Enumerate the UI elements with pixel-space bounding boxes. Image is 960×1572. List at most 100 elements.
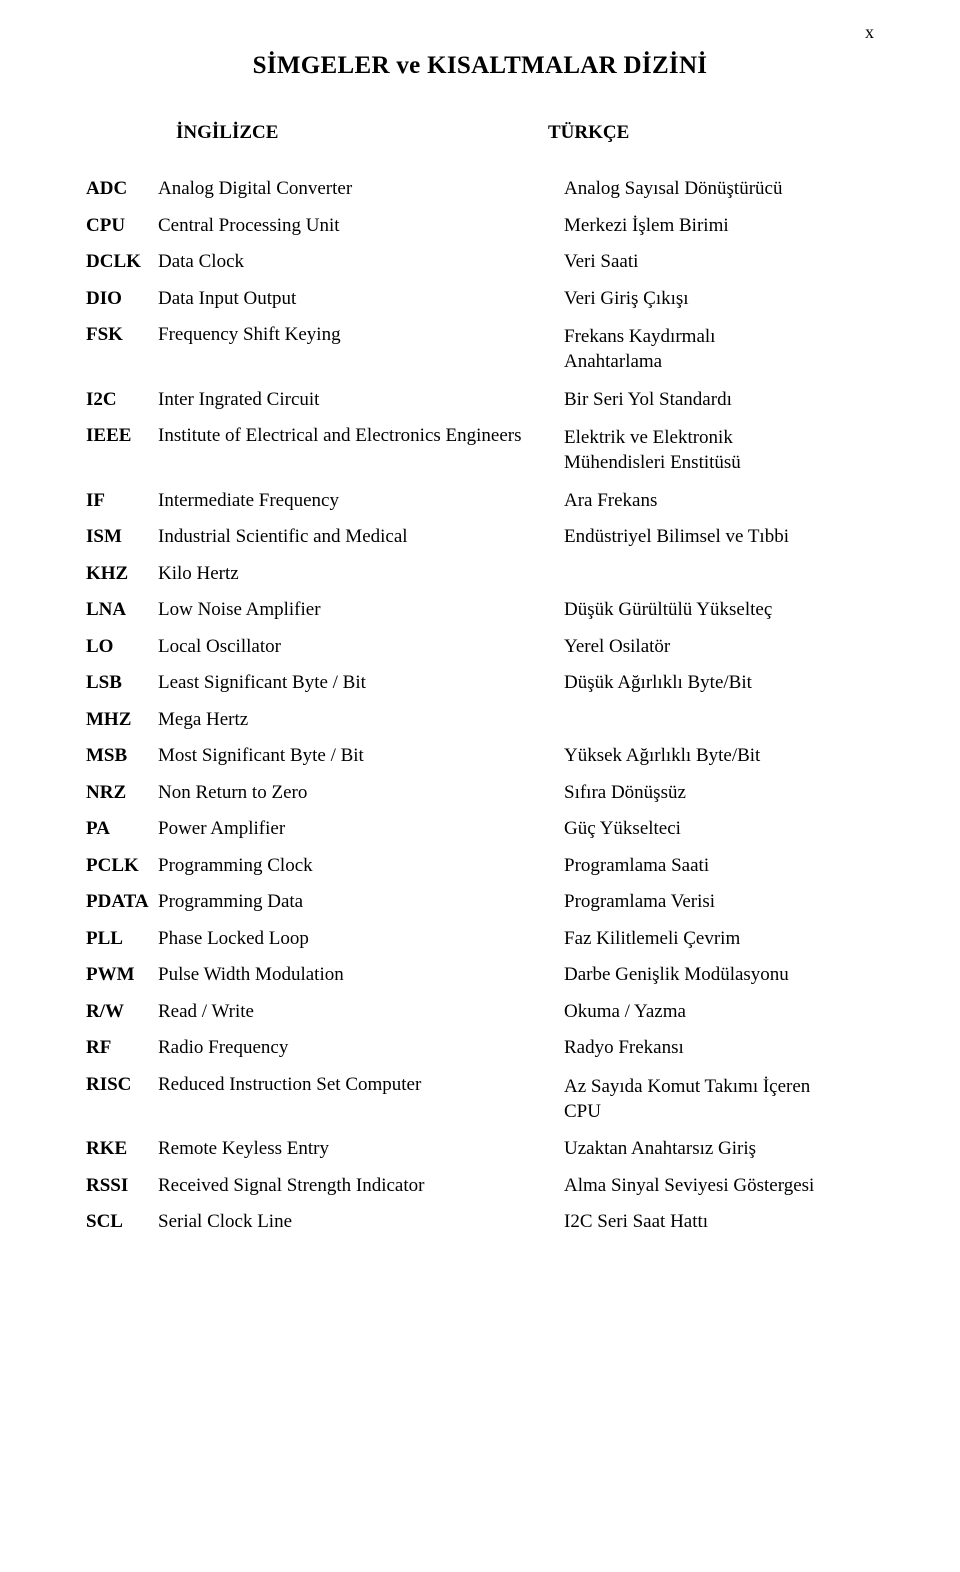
cell-abbr: PCLK xyxy=(86,855,158,892)
cell-turkish: Yerel Osilatör xyxy=(564,636,874,673)
cell-turkish: Darbe Genişlik Modülasyonu xyxy=(564,964,874,1001)
table-row: LNALow Noise AmplifierDüşük Gürültülü Yü… xyxy=(86,599,874,636)
cell-turkish: Ara Frekans xyxy=(564,490,874,527)
cell-turkish: Faz Kilitlemeli Çevrim xyxy=(564,928,874,965)
cell-abbr: I2C xyxy=(86,389,158,426)
cell-abbr: PWM xyxy=(86,964,158,1001)
cell-turkish: Yüksek Ağırlıklı Byte/Bit xyxy=(564,745,874,782)
cell-turkish: Düşük Ağırlıklı Byte/Bit xyxy=(564,672,874,709)
cell-abbr: MSB xyxy=(86,745,158,782)
cell-english: Phase Locked Loop xyxy=(158,928,564,965)
cell-turkish: Veri Giriş Çıkışı xyxy=(564,288,874,325)
cell-english: Local Oscillator xyxy=(158,636,564,673)
cell-english: Kilo Hertz xyxy=(158,563,564,600)
cell-turkish: Elektrik ve ElektronikMühendisleri Ensti… xyxy=(564,425,874,490)
cell-turkish: Bir Seri Yol Standardı xyxy=(564,389,874,426)
cell-english: Power Amplifier xyxy=(158,818,564,855)
table-row: MHZMega Hertz xyxy=(86,709,874,746)
table-row: PLLPhase Locked LoopFaz Kilitlemeli Çevr… xyxy=(86,928,874,965)
cell-turkish xyxy=(564,563,874,600)
table-row: FSKFrequency Shift KeyingFrekans Kaydırm… xyxy=(86,324,874,389)
cell-english: Read / Write xyxy=(158,1001,564,1038)
cell-english: Data Clock xyxy=(158,251,564,288)
page-title: SİMGELER ve KISALTMALAR DİZİNİ xyxy=(86,52,874,80)
cell-abbr: RKE xyxy=(86,1138,158,1175)
table-row: LOLocal OscillatorYerel Osilatör xyxy=(86,636,874,673)
table-row: CPUCentral Processing UnitMerkezi İşlem … xyxy=(86,215,874,252)
table-row: I2CInter Ingrated CircuitBir Seri Yol St… xyxy=(86,389,874,426)
cell-turkish: Okuma / Yazma xyxy=(564,1001,874,1038)
table-row: ADCAnalog Digital ConverterAnalog Sayısa… xyxy=(86,178,874,215)
cell-english: Data Input Output xyxy=(158,288,564,325)
table-row: KHZKilo Hertz xyxy=(86,563,874,600)
page-number: x xyxy=(865,22,874,43)
table-row: RFRadio FrequencyRadyo Frekansı xyxy=(86,1037,874,1074)
cell-turkish: Analog Sayısal Dönüştürücü xyxy=(564,178,874,215)
cell-abbr: RF xyxy=(86,1037,158,1074)
cell-abbr: DCLK xyxy=(86,251,158,288)
header-turkish: TÜRKÇE xyxy=(548,122,629,144)
cell-abbr: PA xyxy=(86,818,158,855)
cell-abbr: ISM xyxy=(86,526,158,563)
cell-abbr: PLL xyxy=(86,928,158,965)
cell-abbr: RISC xyxy=(86,1074,158,1139)
cell-english: Reduced Instruction Set Computer xyxy=(158,1074,564,1139)
table-row: RKERemote Keyless EntryUzaktan Anahtarsı… xyxy=(86,1138,874,1175)
cell-turkish: Az Sayıda Komut Takımı İçerenCPU xyxy=(564,1074,874,1139)
cell-abbr: SCL xyxy=(86,1211,158,1248)
cell-turkish: Programlama Saati xyxy=(564,855,874,892)
abbreviations-table: ADCAnalog Digital ConverterAnalog Sayısa… xyxy=(86,178,874,1248)
column-headers: İNGİLİZCE TÜRKÇE xyxy=(86,122,874,144)
cell-english: Intermediate Frequency xyxy=(158,490,564,527)
table-row: IEEEInstitute of Electrical and Electron… xyxy=(86,425,874,490)
table-row: LSBLeast Significant Byte / BitDüşük Ağı… xyxy=(86,672,874,709)
cell-abbr: NRZ xyxy=(86,782,158,819)
cell-turkish: Güç Yükselteci xyxy=(564,818,874,855)
table-row: IFIntermediate FrequencyAra Frekans xyxy=(86,490,874,527)
cell-english: Most Significant Byte / Bit xyxy=(158,745,564,782)
cell-english: Industrial Scientific and Medical xyxy=(158,526,564,563)
cell-turkish xyxy=(564,709,874,746)
table-row: PCLKProgramming ClockProgramlama Saati xyxy=(86,855,874,892)
cell-english: Radio Frequency xyxy=(158,1037,564,1074)
cell-turkish: Radyo Frekansı xyxy=(564,1037,874,1074)
table-row: ISMIndustrial Scientific and MedicalEndü… xyxy=(86,526,874,563)
cell-abbr: CPU xyxy=(86,215,158,252)
cell-english: Non Return to Zero xyxy=(158,782,564,819)
cell-abbr: PDATA xyxy=(86,891,158,928)
cell-abbr: LNA xyxy=(86,599,158,636)
cell-english: Inter Ingrated Circuit xyxy=(158,389,564,426)
table-row: PAPower AmplifierGüç Yükselteci xyxy=(86,818,874,855)
cell-abbr: LO xyxy=(86,636,158,673)
cell-english: Programming Clock xyxy=(158,855,564,892)
cell-english: Serial Clock Line xyxy=(158,1211,564,1248)
cell-abbr: LSB xyxy=(86,672,158,709)
table-row: PWMPulse Width ModulationDarbe Genişlik … xyxy=(86,964,874,1001)
cell-english: Programming Data xyxy=(158,891,564,928)
cell-turkish: Düşük Gürültülü Yükselteç xyxy=(564,599,874,636)
cell-english: Pulse Width Modulation xyxy=(158,964,564,1001)
table-row: DCLKData ClockVeri Saati xyxy=(86,251,874,288)
cell-english: Analog Digital Converter xyxy=(158,178,564,215)
cell-turkish: Endüstriyel Bilimsel ve Tıbbi xyxy=(564,526,874,563)
table-row: RISCReduced Instruction Set ComputerAz S… xyxy=(86,1074,874,1139)
cell-turkish: Merkezi İşlem Birimi xyxy=(564,215,874,252)
cell-turkish: Uzaktan Anahtarsız Giriş xyxy=(564,1138,874,1175)
cell-turkish: Programlama Verisi xyxy=(564,891,874,928)
table-row: NRZNon Return to ZeroSıfıra Dönüşsüz xyxy=(86,782,874,819)
cell-turkish: Veri Saati xyxy=(564,251,874,288)
cell-english: Central Processing Unit xyxy=(158,215,564,252)
table-row: MSBMost Significant Byte / BitYüksek Ağı… xyxy=(86,745,874,782)
cell-turkish: Frekans KaydırmalıAnahtarlama xyxy=(564,324,874,389)
cell-abbr: FSK xyxy=(86,324,158,389)
cell-abbr: KHZ xyxy=(86,563,158,600)
cell-abbr: DIO xyxy=(86,288,158,325)
table-row: DIOData Input OutputVeri Giriş Çıkışı xyxy=(86,288,874,325)
cell-turkish: Alma Sinyal Seviyesi Göstergesi xyxy=(564,1175,874,1212)
cell-abbr: IF xyxy=(86,490,158,527)
cell-english: Mega Hertz xyxy=(158,709,564,746)
table-row: RSSIReceived Signal Strength IndicatorAl… xyxy=(86,1175,874,1212)
header-indent xyxy=(86,122,176,144)
cell-turkish: Sıfıra Dönüşsüz xyxy=(564,782,874,819)
cell-abbr: ADC xyxy=(86,178,158,215)
